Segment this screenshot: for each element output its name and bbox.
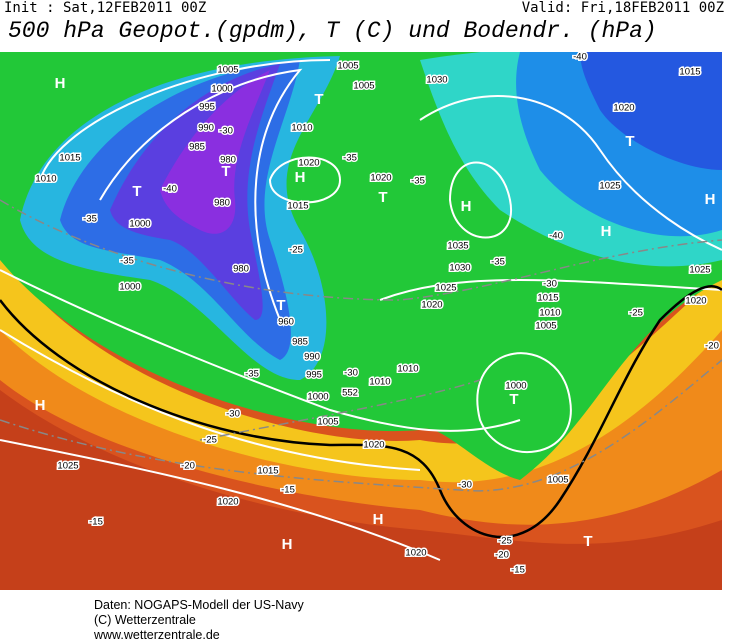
contour-label: -25: [498, 536, 512, 547]
contour-label: 1005: [535, 321, 556, 332]
contour-label: 980: [233, 264, 249, 275]
contour-label: 1025: [689, 265, 710, 276]
contour-label: 1005: [217, 65, 238, 76]
contour-label: 1005: [547, 475, 568, 486]
pressure-center: T: [378, 189, 387, 206]
pressure-center: T: [221, 163, 230, 180]
pressure-center: H: [55, 75, 66, 92]
contour-label: -35: [343, 153, 357, 164]
contour-label: 995: [306, 370, 322, 381]
contour-label: -30: [226, 409, 240, 420]
contour-label: 1015: [287, 201, 308, 212]
pressure-center: T: [509, 391, 518, 408]
contour-label: -35: [120, 256, 134, 267]
contour-label: 1020: [421, 300, 442, 311]
contour-label: -30: [543, 279, 557, 290]
contour-label: -30: [219, 126, 233, 137]
footer: Daten: NOGAPS-Modell der US-Navy (C) Wet…: [94, 598, 304, 643]
contour-label: -25: [203, 435, 217, 446]
contour-label: -15: [281, 485, 295, 496]
contour-label: 1015: [59, 153, 80, 164]
contour-label: -20: [181, 461, 195, 472]
contour-label: 1005: [337, 61, 358, 72]
pressure-center: H: [282, 536, 293, 553]
contour-label: -35: [491, 257, 505, 268]
contour-label: 1020: [613, 103, 634, 114]
contour-label: 1020: [298, 158, 319, 169]
contour-label: 1020: [405, 548, 426, 559]
contour-label: 1035: [447, 241, 468, 252]
contour-label: 1000: [119, 282, 140, 293]
contour-label: -35: [245, 369, 259, 380]
contour-label: -30: [344, 368, 358, 379]
contour-label: -20: [495, 550, 509, 561]
contour-label: 985: [189, 142, 205, 153]
contour-label: -15: [89, 517, 103, 528]
contour-label: 1020: [685, 296, 706, 307]
pressure-center: H: [601, 223, 612, 240]
contour-label: 1005: [317, 417, 338, 428]
contour-label: 960: [278, 317, 294, 328]
footer-line: www.wetterzentrale.de: [94, 628, 220, 642]
map-title: 500 hPa Geopot.(gpdm), T (C) und Bodendr…: [8, 18, 657, 44]
map-labels: H H H H H H H H T T T T T T T T 1005 1000 995 990 985 980 980 9…: [34, 50, 720, 577]
contour-label: -35: [411, 176, 425, 187]
contour-label: -35: [83, 214, 97, 225]
contour-label: 1020: [363, 440, 384, 451]
contour-label: 1030: [449, 263, 470, 274]
contour-label: -25: [629, 308, 643, 319]
contour-label: 1020: [370, 173, 391, 184]
contour-label: 1025: [435, 283, 456, 294]
pressure-center: T: [583, 533, 592, 550]
contour-label: 1030: [426, 75, 447, 86]
contour-label: 980: [220, 155, 236, 166]
contour-label: 985: [292, 337, 308, 348]
contour-label: 1015: [257, 466, 278, 477]
contour-label: 1020: [217, 497, 238, 508]
footer-line: Daten: NOGAPS-Modell der US-Navy: [94, 598, 304, 612]
contour-label: -15: [511, 565, 525, 576]
contour-label: 1010: [35, 174, 56, 185]
contour-label: 990: [304, 352, 320, 363]
contour-label: 1000: [129, 219, 150, 230]
contour-label: 1025: [599, 181, 620, 192]
contour-label: 1005: [353, 81, 374, 92]
contour-label: 552: [342, 388, 358, 399]
header: Init : Sat,12FEB2011 00Z Valid: Fri,18FE…: [0, 0, 732, 52]
contour-label: 1015: [537, 293, 558, 304]
pressure-center: T: [314, 91, 323, 108]
contour-label: 1025: [57, 461, 78, 472]
contour-label: 1000: [505, 381, 526, 392]
contour-label: 990: [198, 123, 214, 134]
pressure-center: H: [461, 198, 472, 215]
pressure-center: H: [705, 191, 716, 208]
contour-label: 1015: [679, 67, 700, 78]
contour-label: 980: [214, 198, 230, 209]
contour-label: -30: [458, 480, 472, 491]
pressure-center: H: [295, 169, 306, 186]
contour-label: 1010: [539, 308, 560, 319]
contour-label: -20: [705, 341, 719, 352]
pressure-center: T: [625, 133, 634, 150]
pressure-center: H: [35, 397, 46, 414]
pressure-center: H: [373, 511, 384, 528]
contour-label: 1010: [291, 123, 312, 134]
pressure-center: T: [132, 183, 141, 200]
pressure-center: T: [276, 297, 285, 314]
contour-label: 1000: [211, 84, 232, 95]
map-field: [0, 52, 722, 590]
contour-label: 995: [199, 102, 215, 113]
footer-line: (C) Wetterzentrale: [94, 613, 196, 627]
contour-label: 1010: [397, 364, 418, 375]
init-time: Init : Sat,12FEB2011 00Z: [4, 0, 207, 16]
contour-label: -40: [549, 231, 563, 242]
contour-label: -40: [163, 184, 177, 195]
contour-label: -25: [289, 245, 303, 256]
valid-time: Valid: Fri,18FEB2011 00Z: [521, 0, 724, 16]
weather-map: H H H H H H H H T T T T T T T T 1005 1000 995 990 985 980 980 9…: [0, 50, 722, 590]
contour-label: -40: [573, 52, 587, 63]
contour-label: 1010: [369, 377, 390, 388]
contour-label: 1000: [307, 392, 328, 403]
